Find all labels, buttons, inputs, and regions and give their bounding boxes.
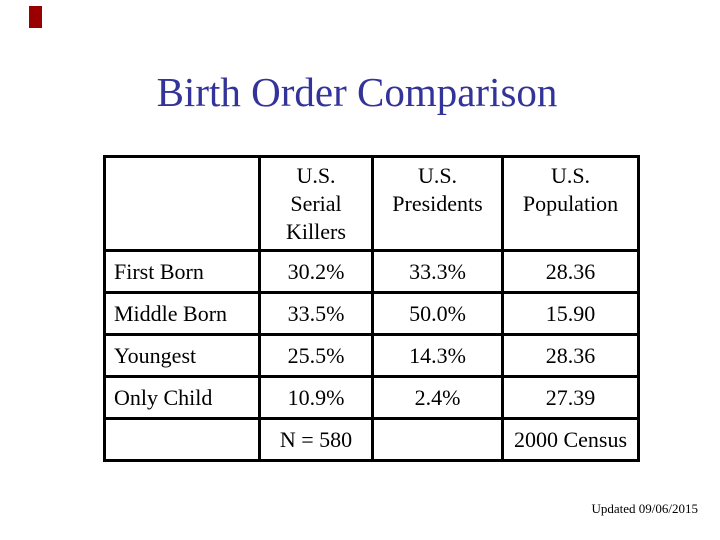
slide-title: Birth Order Comparison	[156, 69, 558, 115]
presidents-value: 14.3%	[371, 333, 504, 378]
header-cell-serial-killers: U.S. Serial Killers	[258, 155, 374, 252]
row-label: Middle Born	[103, 291, 261, 336]
table-row-youngest: Youngest 25.5% 14.3% 28.36	[103, 333, 640, 378]
row-label: Only Child	[103, 375, 261, 420]
presidents-value: 2.4%	[371, 375, 504, 420]
serial-killers-value: 10.9%	[258, 375, 374, 420]
presidents-value: 50.0%	[371, 291, 504, 336]
table-row-only-child: Only Child 10.9% 2.4% 27.39	[103, 375, 640, 420]
population-value: 15.90	[501, 291, 640, 336]
census-source-cell: 2000 Census	[501, 417, 640, 462]
row-label: First Born	[103, 249, 261, 294]
table-row-middle-born: Middle Born 33.5% 50.0% 15.90	[103, 291, 640, 336]
serial-killers-value: 25.5%	[258, 333, 374, 378]
population-value: 27.39	[501, 375, 640, 420]
row-label: Youngest	[103, 333, 261, 378]
population-value: 28.36	[501, 333, 640, 378]
table-header-row: U.S. Serial Killers U.S. Presidents U.S.…	[103, 155, 640, 252]
serial-killers-value: 30.2%	[258, 249, 374, 294]
updated-date: Updated 09/06/2015	[591, 501, 698, 516]
table-row-first-born: First Born 30.2% 33.3% 28.36	[103, 249, 640, 294]
footer-blank-cell	[103, 417, 261, 462]
header-cell-population: U.S. Population	[501, 155, 640, 252]
presidents-value: 33.3%	[371, 249, 504, 294]
red-accent-bar	[29, 6, 42, 28]
table-footer-row: N = 580 2000 Census	[103, 417, 640, 462]
population-value: 28.36	[501, 249, 640, 294]
footer-blank-cell	[371, 417, 504, 462]
sample-size-cell: N = 580	[258, 417, 374, 462]
serial-killers-value: 33.5%	[258, 291, 374, 336]
header-cell-presidents: U.S. Presidents	[371, 155, 504, 252]
birth-order-table: U.S. Serial Killers U.S. Presidents U.S.…	[103, 155, 640, 462]
header-cell-blank	[103, 155, 261, 252]
